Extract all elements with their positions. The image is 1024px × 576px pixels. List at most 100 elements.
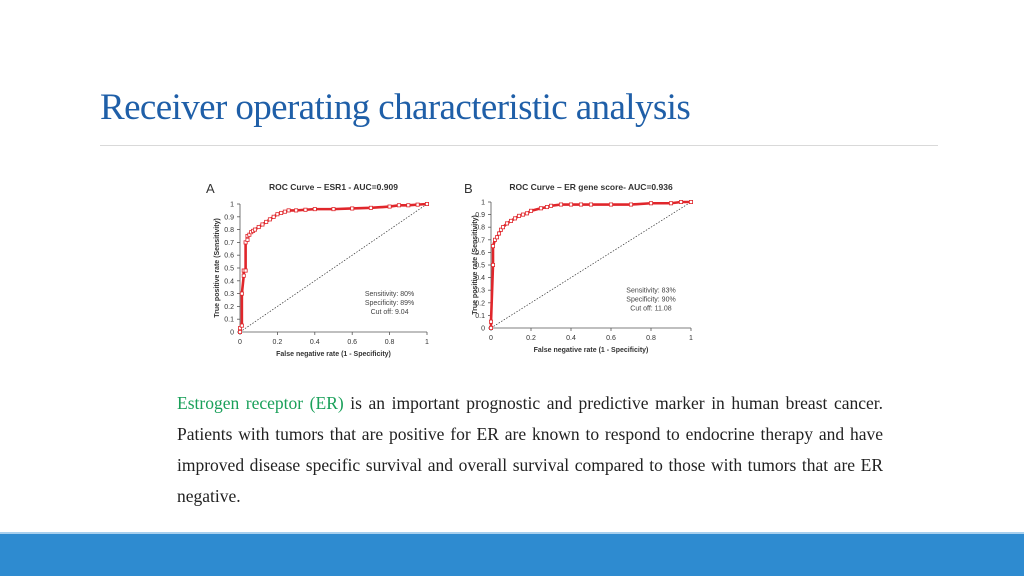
chart-a-x-tick-label: 0.6 (347, 339, 357, 346)
roc-chart-esr1: A ROC Curve – ESR1 - AUC=0.909 0 0.1 0.2 0.3 0… (198, 176, 443, 366)
chart-a-roc-point (241, 273, 246, 278)
chart-b-annotation: Specificity: 90% (626, 297, 675, 304)
chart-b-annotation: Cut off: 11.08 (630, 306, 671, 313)
chart-b-roc-point (678, 199, 683, 204)
chart-b-y-tick-label: 0.7 (475, 237, 485, 244)
chart-b-roc-point (588, 202, 593, 207)
roc-chart-er-gene-score-svg: B ROC Curve – ER gene score- AUC=0.936 0 0.… (464, 181, 693, 354)
chart-b-roc-point (579, 202, 584, 207)
chart-b-y-tick-label: 0.5 (475, 263, 485, 270)
chart-b-roc-point (513, 216, 518, 221)
chart-b-x-axis-label: False negative rate (1 - Specificity) (534, 347, 649, 354)
chart-a-roc-point (406, 203, 411, 208)
chart-b-y-tick-label: 0.3 (475, 288, 485, 295)
chart-a-y-tick-label: 0.1 (224, 317, 234, 324)
chart-b-y-tick-label: 0.4 (475, 275, 485, 282)
chart-a-roc-point (350, 206, 355, 211)
chart-b-roc-point (491, 263, 496, 268)
chart-b-roc-point (517, 213, 522, 218)
chart-b-roc-point (509, 218, 514, 223)
chart-a-annotation: Specificity: 89% (365, 300, 414, 307)
chart-b-roc-point (495, 235, 500, 240)
chart-a-y-tick-label: 0.3 (224, 291, 234, 298)
chart-b-roc-point (608, 202, 613, 207)
chart-a-roc-point (260, 222, 265, 227)
footer-bar (0, 532, 1024, 576)
chart-a-x-tick-label: 1 (425, 339, 429, 346)
chart-a-roc-point (312, 207, 317, 212)
chart-b-panel-letter: B (464, 181, 473, 196)
chart-a-y-tick-label: 0.2 (224, 304, 234, 311)
chart-a-y-tick-label: 0 (230, 330, 234, 337)
chart-b-roc-point (628, 202, 633, 207)
chart-a-roc-point (424, 201, 429, 206)
chart-b-roc-point (491, 244, 496, 249)
chart-a-annotation: Cut off: 9.04 (371, 309, 409, 316)
chart-a-roc-point (368, 205, 373, 210)
chart-a-y-tick-label: 0.6 (224, 253, 234, 260)
chart-a-roc-point (245, 237, 250, 242)
chart-b-y-tick-label: 0.8 (475, 225, 485, 232)
body-highlight: Estrogen receptor (ER) (177, 393, 344, 413)
chart-a-y-tick-label: 1 (230, 202, 234, 209)
chart-b-title: ROC Curve – ER gene score- AUC=0.936 (509, 182, 673, 192)
chart-a-y-tick-label: 0.9 (224, 214, 234, 221)
chart-a-roc-point (238, 329, 243, 334)
chart-a-roc-point (264, 219, 269, 224)
chart-b-roc-point (489, 319, 494, 324)
chart-b-roc-point (539, 206, 544, 211)
chart-b-y-tick-label: 0.2 (475, 300, 485, 307)
chart-a-roc-point (256, 225, 261, 230)
chart-a-roc-point (275, 212, 280, 217)
chart-b-roc-point (501, 225, 506, 230)
chart-a-y-axis-label: True positive rate (Sensitivity) (214, 218, 221, 318)
chart-a-x-axis-label: False negative rate (1 - Specificity) (276, 351, 391, 358)
chart-b-roc-point (489, 325, 494, 330)
chart-b-x-tick-label: 0 (489, 335, 493, 342)
chart-b-roc-point (559, 202, 564, 207)
chart-a-roc-point (252, 227, 257, 232)
chart-b-y-tick-label: 0.9 (475, 212, 485, 219)
chart-a-x-tick-label: 0.4 (310, 339, 320, 346)
chart-a-roc-point (239, 323, 244, 328)
chart-a-panel-letter: A (206, 181, 215, 196)
chart-b-y-tick-label: 0.6 (475, 250, 485, 257)
chart-b-roc-point (505, 221, 510, 226)
chart-a-y-tick-label: 0.8 (224, 227, 234, 234)
chart-a-y-tick-label: 0.4 (224, 278, 234, 285)
chart-b-roc-point (525, 211, 530, 216)
chart-b-y-tick-label: 0.1 (475, 313, 485, 320)
chart-a-roc-point (267, 217, 272, 222)
chart-a-x-tick-label: 0 (238, 339, 242, 346)
chart-b-x-tick-label: 0.6 (606, 335, 616, 342)
chart-b-roc-point (529, 208, 534, 213)
chart-a-x-tick-label: 0.8 (385, 339, 395, 346)
title-divider (100, 145, 938, 146)
chart-a-x-tick-label: 0.2 (273, 339, 283, 346)
chart-a-title: ROC Curve – ESR1 - AUC=0.909 (269, 182, 398, 192)
chart-a-roc-point (294, 208, 299, 213)
chart-b-roc-point (521, 212, 526, 217)
chart-a-roc-point (279, 210, 284, 215)
chart-a-roc-point (331, 207, 336, 212)
body-text-rest: is an important prognostic and predictiv… (177, 393, 884, 506)
chart-a-roc-point (286, 208, 291, 213)
chart-b-reference-diagonal (490, 201, 692, 329)
chart-b-y-tick-label: 0 (481, 326, 485, 333)
chart-b-x-tick-label: 0.4 (566, 335, 576, 342)
chart-b-roc-point (569, 202, 574, 207)
chart-b-x-tick-label: 0.2 (526, 335, 536, 342)
chart-b-roc-point (545, 205, 550, 210)
chart-a-roc-point (387, 204, 392, 209)
chart-b-y-axis-label: True positive rate (Sensitivity) (472, 215, 479, 315)
chart-a-roc-point (239, 291, 244, 296)
slide-title: Receiver operating characteristic analys… (100, 87, 691, 128)
chart-b-roc-point (668, 201, 673, 206)
chart-b-x-tick-label: 0.8 (646, 335, 656, 342)
chart-a-roc-point (282, 209, 287, 214)
chart-b-roc-point (648, 201, 653, 206)
chart-a-roc-point (396, 203, 401, 208)
chart-a-annotation: Sensitivity: 80% (365, 291, 414, 298)
chart-a-y-tick-label: 0.7 (224, 240, 234, 247)
body-paragraph: Estrogen receptor (ER) is an important p… (177, 388, 883, 512)
